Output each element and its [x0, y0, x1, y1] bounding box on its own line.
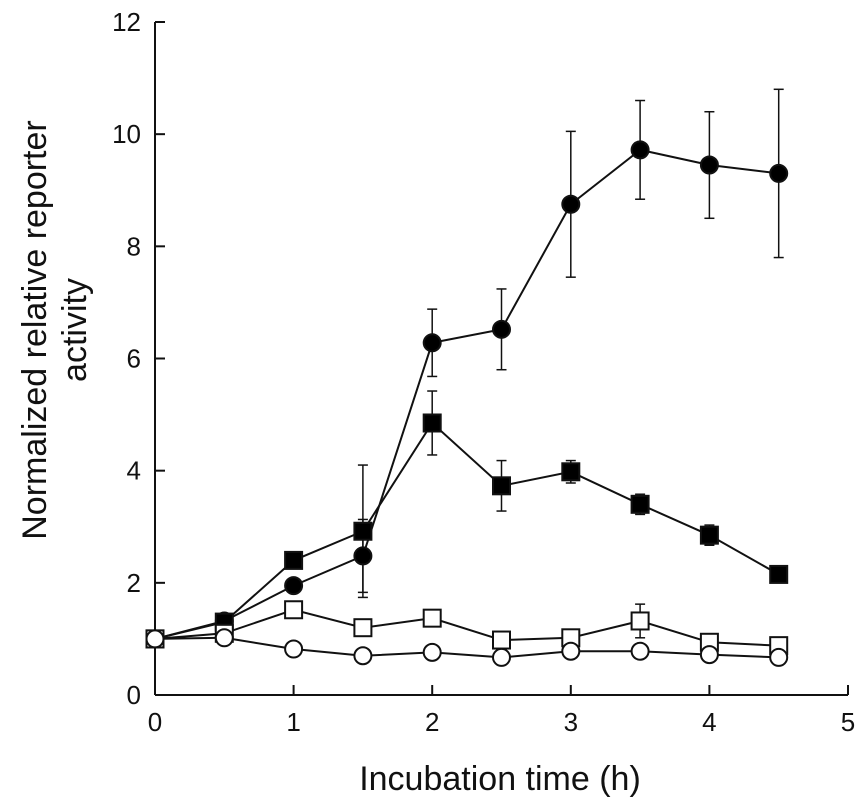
data-point [284, 576, 304, 596]
series-line-open-circle [154, 636, 779, 659]
data-point [630, 611, 650, 631]
x-tick-label: 4 [702, 707, 716, 737]
data-point [422, 413, 442, 433]
series-line-filled-circle [154, 148, 779, 640]
data-point [630, 140, 650, 160]
data-point [284, 550, 304, 570]
data-point [492, 476, 511, 496]
series-layer [145, 88, 789, 667]
data-point [422, 333, 442, 353]
data-point [353, 618, 373, 638]
data-point [699, 525, 719, 545]
data-point [422, 608, 442, 628]
data-point [353, 646, 373, 666]
y-tick-label: 10 [112, 119, 141, 149]
data-point [214, 628, 234, 648]
data-point [630, 641, 650, 661]
data-point [630, 494, 650, 514]
data-point [561, 194, 581, 214]
data-point [699, 645, 719, 665]
x-tick-label: 5 [841, 707, 855, 737]
data-point [769, 163, 789, 183]
data-point [699, 155, 719, 175]
data-point [769, 564, 789, 584]
data-point [422, 642, 442, 662]
data-point [492, 319, 511, 339]
y-tick-label: 6 [127, 344, 141, 374]
markers-filled-circle [145, 140, 789, 649]
data-point [353, 521, 373, 541]
x-tick-label: 2 [425, 707, 439, 737]
markers-open-square [145, 600, 789, 656]
y-axis-label-line-1: Normalized relative reporter [16, 120, 54, 540]
y-tick-label: 2 [127, 568, 141, 598]
data-point [145, 629, 165, 649]
data-point [284, 600, 304, 620]
x-axis-label: Incubation time (h) [359, 760, 641, 798]
data-point [284, 639, 304, 659]
x-tick-label: 3 [564, 707, 578, 737]
data-point [492, 647, 511, 667]
data-point [769, 647, 789, 667]
y-tick-label: 12 [112, 7, 141, 37]
y-tick-label: 4 [127, 456, 141, 486]
series-line-open-square [154, 608, 779, 647]
y-tick-label: 0 [127, 680, 141, 710]
data-point [561, 462, 581, 482]
x-tick-label: 1 [286, 707, 300, 737]
y-tick-label: 8 [127, 231, 141, 261]
y-axis-label-line-2: activity [56, 278, 94, 382]
data-point [492, 630, 511, 650]
series-line-filled-square [154, 421, 780, 640]
x-tick-label: 0 [148, 707, 162, 737]
error-bars-filled-circle [219, 88, 784, 625]
markers-open-circle [145, 628, 789, 667]
data-point [353, 546, 373, 566]
data-point [561, 641, 581, 661]
